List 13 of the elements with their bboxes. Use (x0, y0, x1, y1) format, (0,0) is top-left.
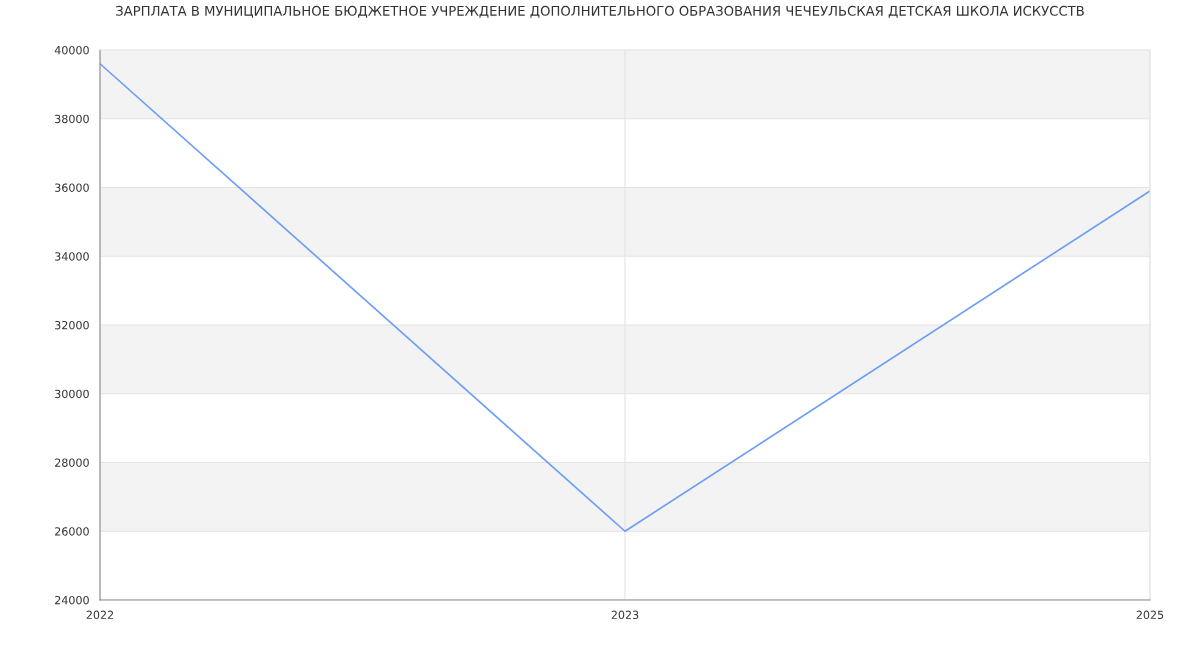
y-tick-label: 26000 (55, 527, 89, 536)
y-tick-label: 28000 (55, 458, 89, 467)
x-tick-label: 2025 (1136, 610, 1164, 620)
y-tick-label: 40000 (54, 45, 89, 55)
y-tick-label: 34000 (55, 252, 89, 261)
x-tick-label: 2023 (611, 610, 639, 620)
y-tick-label: 32000 (55, 320, 89, 330)
y-tick-label: 38000 (55, 114, 89, 124)
y-tick-label: 30000 (55, 389, 89, 399)
y-tick-label: 24000 (55, 595, 89, 605)
y-tick-label: 36000 (55, 183, 89, 192)
x-tick-label: 2022 (86, 610, 114, 620)
chart-title: ЗАРПЛАТА В МУНИЦИПАЛЬНОЕ БЮДЖЕТНОЕ УЧРЕЖДЕНИЕ ДОПОЛНИТЕЛЬНОГО ОБРАЗОВАНИЯ ЧЕЧЕУЛЬСКАЯ ДЕТСКАЯ ШКОЛА ИСКУССТВ (116, 5, 1084, 18)
